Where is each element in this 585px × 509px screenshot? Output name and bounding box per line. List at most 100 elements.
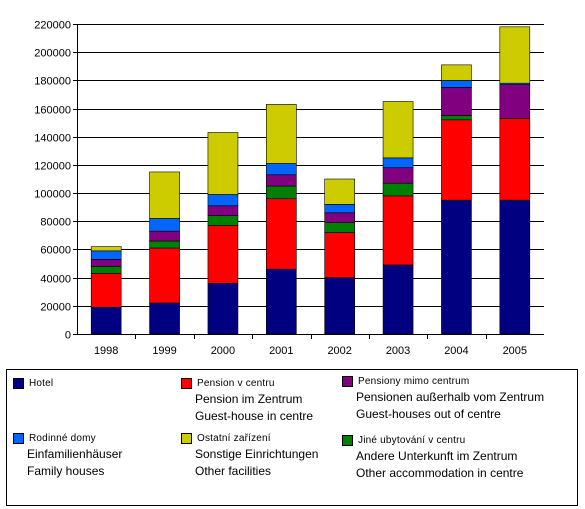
bar-segment-other_facilities (499, 26, 531, 84)
bar-segment-pension_centre (499, 118, 531, 201)
bar-segment-pension_centre (90, 273, 122, 308)
legend-translation: Family houses (27, 464, 105, 478)
bar-segment-other_facilities (149, 171, 180, 219)
legend-translation: Other facilities (195, 464, 272, 478)
y-tick-label: 100000 (34, 189, 71, 201)
legend-swatch (13, 378, 24, 389)
legend-label: Pension v centru (181, 376, 313, 391)
bar-segment-other_accommodation_centre (207, 215, 239, 226)
legend-name: Pension v centru (197, 378, 275, 389)
chart-legend: Hotel Pension v centru Pension im Zentrum… (6, 369, 578, 506)
legend-translation: Guest-houses out of centre (356, 407, 501, 421)
y-tick-label: 120000 (34, 161, 71, 173)
legend-name: Jiné ubytování v centru (358, 435, 466, 446)
bar-segment-other_accommodation_centre (324, 222, 355, 233)
x-tick-label: 2001 (269, 345, 293, 357)
bar-segment-other_facilities (382, 101, 414, 159)
bar-segment-hotel (207, 282, 239, 335)
x-tick-label: 2005 (503, 345, 527, 357)
bar-segment-family_houses (207, 194, 239, 207)
y-tick-label: 160000 (34, 105, 71, 117)
bar-segment-other_facilities (324, 178, 355, 205)
bar-segment-pensions_out_of_centre (382, 167, 414, 184)
bar-segment-pensions_out_of_centre (499, 84, 531, 119)
bar-segment-other_accommodation_centre (149, 240, 180, 249)
legend-name: Rodinné domy (29, 433, 96, 444)
bar-segment-family_houses (266, 163, 297, 176)
legend-label: Rodinné domy (13, 431, 122, 446)
bar-segment-hotel (499, 199, 531, 335)
bar-segment-hotel (90, 306, 122, 335)
bar-segment-pensions_out_of_centre (207, 205, 239, 216)
legend-name: Pensiony mimo centrum (358, 376, 470, 387)
y-tick-label: 200000 (34, 48, 71, 60)
bar-segment-pension_centre (266, 198, 297, 270)
y-tick-label: 60000 (40, 245, 71, 257)
x-tick-label: 2002 (327, 345, 351, 357)
bar-segment-pension_centre (441, 119, 472, 201)
legend-swatch (13, 433, 24, 444)
x-tick-label: 2003 (386, 345, 410, 357)
bar-segment-pensions_out_of_centre (149, 230, 180, 242)
bar-segment-other_facilities (90, 246, 122, 252)
x-tick-label: 1999 (152, 345, 176, 357)
bar-segment-other_facilities (207, 132, 239, 195)
legend-translation: Other accommodation in centre (356, 466, 524, 480)
bar-segment-pension_centre (207, 225, 239, 284)
legend-item-family-houses: Rodinné domy Einfamilienhäuser Family hous… (13, 431, 122, 480)
y-tick-label: 20000 (40, 302, 71, 314)
y-tick-label: 40000 (40, 274, 71, 286)
bar-segment-family_houses (324, 204, 355, 214)
bar-segment-other_accommodation_centre (266, 185, 297, 200)
stacked-bar-chart: 0 20000 40000 60000 80000 100000 120000 140000 1… (34, 20, 544, 357)
bar-segment-other_accommodation_centre (382, 182, 414, 197)
bar-segment-pension_centre (382, 195, 414, 266)
legend-translation: Pension im Zentrum (195, 392, 303, 406)
bar-segment-hotel (149, 302, 180, 335)
x-tick-label: 1998 (94, 345, 118, 357)
bar-segment-pensions_out_of_centre (324, 212, 355, 223)
bar-segment-other_facilities (266, 104, 297, 164)
legend-label: Ostatní zařízení (181, 431, 318, 446)
legend-label: Jiné ubytování v centru (342, 433, 523, 448)
bar-segment-hotel (266, 268, 297, 335)
y-tick-label: 0 (65, 330, 71, 342)
legend-swatch (181, 433, 192, 444)
legend-label: Hotel (13, 376, 53, 391)
legend-item-other-facilities: Ostatní zařízení Sonstige Einrichtungen Ot… (181, 431, 318, 480)
y-tick-label: 140000 (34, 133, 71, 145)
legend-item-hotel: Hotel (13, 376, 53, 391)
x-tick-label: 2000 (211, 345, 235, 357)
bar-segment-other_facilities (441, 64, 472, 81)
y-tick-label: 220000 (34, 20, 71, 32)
bar-segment-family_houses (149, 218, 180, 232)
y-tick-label: 80000 (40, 217, 71, 229)
legend-item-other-accommodation-centre: Jiné ubytování v centru Andere Unterkunft… (342, 433, 523, 482)
bar-segment-pension_centre (324, 232, 355, 278)
legend-translation: Einfamilienhäuser (27, 447, 123, 461)
legend-swatch (342, 435, 353, 446)
bar-segment-hotel (441, 199, 472, 335)
legend-translation: Pensionen außerhalb vom Zentrum (356, 390, 545, 404)
bar-segment-hotel (324, 277, 355, 335)
bar-segment-family_houses (441, 80, 472, 88)
bar-segment-other_accommodation_centre (90, 266, 122, 274)
legend-translation: Andere Unterkunft im Zentrum (356, 449, 518, 463)
y-tick-label: 180000 (34, 76, 71, 88)
legend-name: Hotel (29, 378, 54, 389)
bar-segment-hotel (382, 264, 414, 335)
bar-segment-other_accommodation_centre (441, 115, 472, 121)
legend-swatch (181, 378, 192, 389)
legend-label: Pensiony mimo centrum (342, 374, 544, 389)
bar-segment-pensions_out_of_centre (441, 87, 472, 116)
legend-translation: Guest-house in centre (195, 409, 314, 423)
legend-swatch (342, 376, 353, 387)
bar-segment-pensions_out_of_centre (266, 174, 297, 187)
legend-translation: Sonstige Einrichtungen (195, 447, 319, 461)
bar-segment-family_houses (382, 157, 414, 169)
legend-item-pension-centre: Pension v centru Pension im Zentrum Guest-… (181, 376, 313, 425)
legend-item-pensions-out-of-centre: Pensiony mimo centrum Pensionen außerhalb… (342, 374, 544, 423)
x-tick-label: 2004 (444, 345, 468, 357)
bar-segment-family_houses (90, 250, 122, 260)
bar-segment-pension_centre (149, 247, 180, 304)
